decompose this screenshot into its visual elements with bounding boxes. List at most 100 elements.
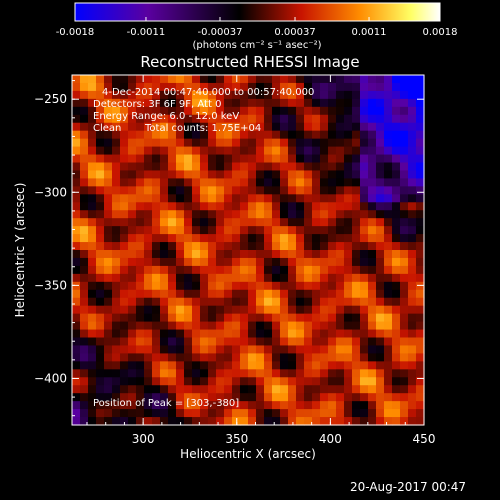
heatmap-cell (408, 114, 417, 124)
chart-title: Reconstructed RHESSI Image (140, 53, 359, 71)
heatmap-cell (344, 257, 353, 267)
heatmap-cell (256, 273, 265, 283)
heatmap-cell (160, 393, 169, 402)
heatmap-cell (280, 194, 289, 203)
heatmap-cell (384, 98, 393, 108)
heatmap-cell (264, 305, 273, 315)
heatmap-cell (72, 138, 81, 148)
heatmap-cell (272, 242, 281, 251)
heatmap-cell (136, 265, 145, 275)
heatmap-cell (352, 122, 361, 132)
heatmap-cell (176, 377, 185, 386)
heatmap-cell (216, 305, 225, 315)
heatmap-cell (152, 345, 161, 354)
heatmap-cell (344, 393, 353, 402)
heatmap-cell (160, 162, 169, 172)
heatmap-cell (416, 138, 425, 148)
heatmap-cell (256, 329, 265, 339)
heatmap-cell (280, 273, 289, 283)
heatmap-cell (304, 218, 313, 227)
heatmap-cell (272, 130, 281, 140)
heatmap-cell (200, 385, 209, 394)
heatmap-cell (384, 273, 393, 283)
heatmap-cell (304, 297, 313, 307)
heatmap-cell (128, 377, 137, 386)
heatmap-cell (200, 289, 209, 299)
heatmap-cell (328, 281, 337, 291)
heatmap-cell (336, 393, 345, 402)
heatmap-cell (328, 75, 337, 84)
heatmap-cell (312, 98, 321, 108)
heatmap-cell (312, 401, 321, 410)
heatmap-cell (344, 82, 353, 92)
heatmap-cell (376, 353, 385, 362)
heatmap-cell (256, 393, 265, 402)
heatmap-cell (288, 393, 297, 402)
heatmap-cell (416, 106, 425, 116)
heatmap-cell (168, 114, 177, 124)
heatmap-cell (408, 369, 417, 378)
heatmap-cell (368, 90, 377, 100)
heatmap-cell (224, 345, 233, 354)
heatmap-cell (216, 146, 225, 156)
heatmap-cell (112, 321, 121, 331)
heatmap-cell (384, 337, 393, 347)
heatmap-cell (400, 226, 409, 235)
heatmap-cell (176, 393, 185, 402)
heatmap-cell (312, 337, 321, 347)
heatmap-cell (160, 90, 169, 100)
heatmap-cell (352, 393, 361, 402)
heatmap-cell (136, 273, 145, 283)
heatmap-cell (304, 202, 313, 211)
heatmap-cell (408, 345, 417, 354)
heatmap-cell (288, 242, 297, 251)
heatmap-cell (176, 385, 185, 394)
heatmap-cell (264, 154, 273, 164)
heatmap-cell (320, 369, 329, 378)
heatmap-cell (312, 242, 321, 251)
heatmap-cell (280, 257, 289, 267)
heatmap-cell (304, 409, 313, 418)
heatmap-cell (368, 313, 377, 323)
heatmap-cell (208, 353, 217, 362)
heatmap-cell (280, 146, 289, 156)
heatmap-cell (80, 226, 89, 235)
heatmap-cell (376, 417, 385, 426)
x-tick-label: 400 (319, 432, 342, 446)
heatmap-cell (176, 75, 185, 84)
heatmap-cell (360, 313, 369, 323)
heatmap-cell (368, 178, 377, 187)
heatmap-cell (408, 329, 417, 339)
heatmap-cell (408, 353, 417, 362)
heatmap-cell (384, 178, 393, 187)
heatmap-cell (296, 75, 305, 84)
heatmap-cell (224, 265, 233, 275)
heatmap-cell (264, 401, 273, 410)
heatmap-cell (176, 305, 185, 315)
heatmap-cell (136, 194, 145, 203)
heatmap-cell (328, 345, 337, 354)
heatmap-cell (136, 313, 145, 323)
heatmap-cell (80, 186, 89, 195)
heatmap-cell (408, 265, 417, 275)
heatmap-cell (128, 122, 137, 132)
heatmap-cell (392, 353, 401, 362)
heatmap-cell (264, 329, 273, 339)
heatmap-cell (112, 106, 121, 116)
heatmap-cell (280, 154, 289, 164)
heatmap-cell (312, 146, 321, 156)
heatmap-cell (296, 98, 305, 108)
heatmap-cell (400, 281, 409, 291)
heatmap-cell (168, 393, 177, 402)
heatmap-cell (224, 289, 233, 299)
heatmap-cell (328, 361, 337, 370)
heatmap-cell (144, 329, 153, 339)
heatmap-cell (256, 226, 265, 235)
heatmap-cell (136, 170, 145, 179)
heatmap-cell (240, 250, 249, 259)
heatmap-cell (112, 210, 121, 219)
heatmap-cell (104, 138, 113, 148)
heatmap-cell (328, 82, 337, 92)
heatmap-cell (416, 210, 425, 219)
